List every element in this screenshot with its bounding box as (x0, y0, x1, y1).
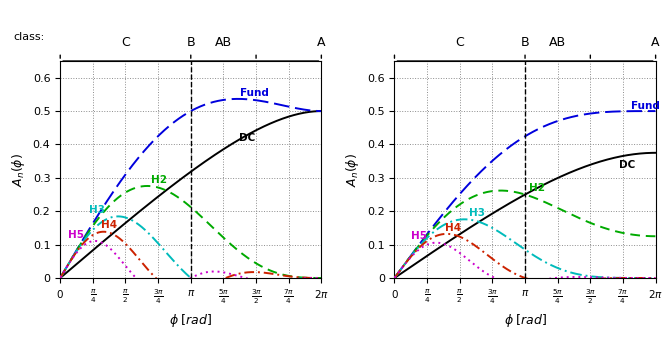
Text: AB: AB (215, 36, 232, 49)
Text: A: A (652, 36, 660, 49)
Text: H4: H4 (445, 222, 461, 233)
Text: C: C (121, 36, 130, 49)
X-axis label: $\phi\;[rad]$: $\phi\;[rad]$ (169, 312, 212, 329)
Y-axis label: $A_n(\phi)$: $A_n(\phi)$ (10, 153, 27, 186)
Text: H4: H4 (102, 220, 118, 231)
Text: H3: H3 (89, 205, 105, 215)
Text: H5: H5 (411, 231, 427, 241)
Text: H3: H3 (468, 208, 484, 218)
Text: class:: class: (13, 33, 45, 42)
X-axis label: $\phi\;[rad]$: $\phi\;[rad]$ (504, 312, 547, 329)
Text: C: C (456, 36, 464, 49)
Text: B: B (520, 36, 529, 49)
Y-axis label: $A_n(\phi)$: $A_n(\phi)$ (345, 153, 361, 186)
Text: AB: AB (549, 36, 566, 49)
Text: Fund: Fund (632, 101, 660, 112)
Text: DC: DC (239, 133, 255, 143)
Text: H2: H2 (529, 183, 545, 193)
Text: DC: DC (619, 160, 635, 170)
Text: A: A (317, 36, 326, 49)
Text: H2: H2 (151, 175, 167, 185)
Text: B: B (187, 36, 195, 49)
Text: Fund: Fund (240, 87, 269, 98)
Text: H5: H5 (68, 230, 84, 240)
